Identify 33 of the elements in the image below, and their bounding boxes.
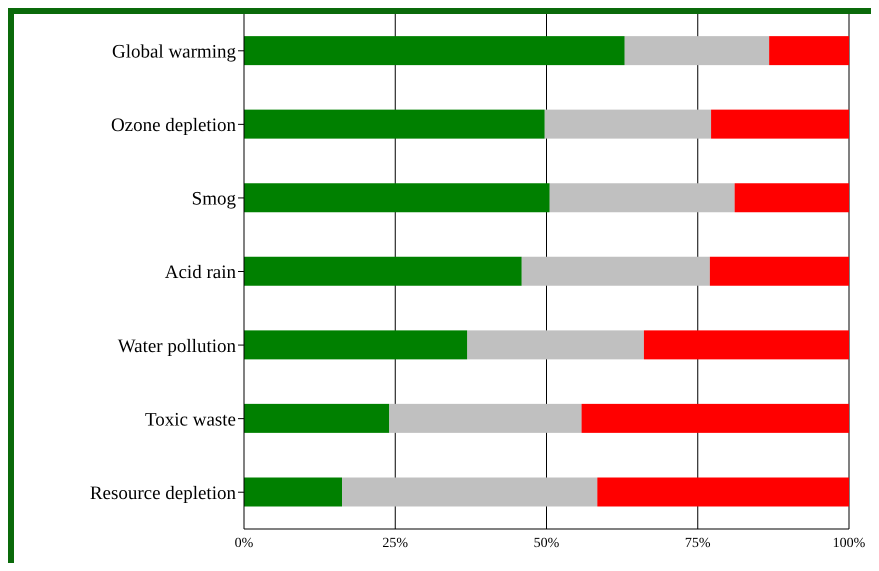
bar [522, 256, 710, 286]
y-tick-label: Global warming [112, 42, 236, 63]
bar [597, 478, 849, 506]
bar [244, 183, 550, 212]
bar [244, 110, 545, 139]
bar [544, 110, 712, 139]
x-tick-label: 75% [684, 536, 711, 551]
bar [734, 183, 849, 212]
bar [244, 478, 342, 506]
y-tick-label: Smog [192, 188, 236, 210]
bar [711, 110, 849, 139]
bar [244, 36, 625, 66]
bar [582, 404, 849, 433]
bar [710, 256, 849, 286]
bar [389, 404, 582, 433]
y-tick-label: Toxic waste [144, 409, 236, 430]
y-tick-label: Resource depletion [90, 482, 236, 504]
bar [624, 36, 770, 66]
x-tick-label: 50% [534, 536, 560, 551]
bar [467, 330, 644, 360]
y-tick-label: Acid rain [164, 262, 236, 284]
y-tick-label: Ozone depletion [110, 115, 236, 136]
y-tick-label: Water pollution [118, 336, 236, 357]
bar [244, 330, 468, 360]
bar [244, 404, 390, 433]
x-tick-label: 0% [234, 536, 254, 551]
bar [342, 478, 598, 506]
x-tick-label: 100% [832, 536, 866, 551]
bar [550, 183, 735, 212]
bar [644, 330, 849, 360]
x-tick-label: 25% [382, 536, 408, 551]
bar [244, 256, 522, 286]
bar [769, 36, 849, 66]
